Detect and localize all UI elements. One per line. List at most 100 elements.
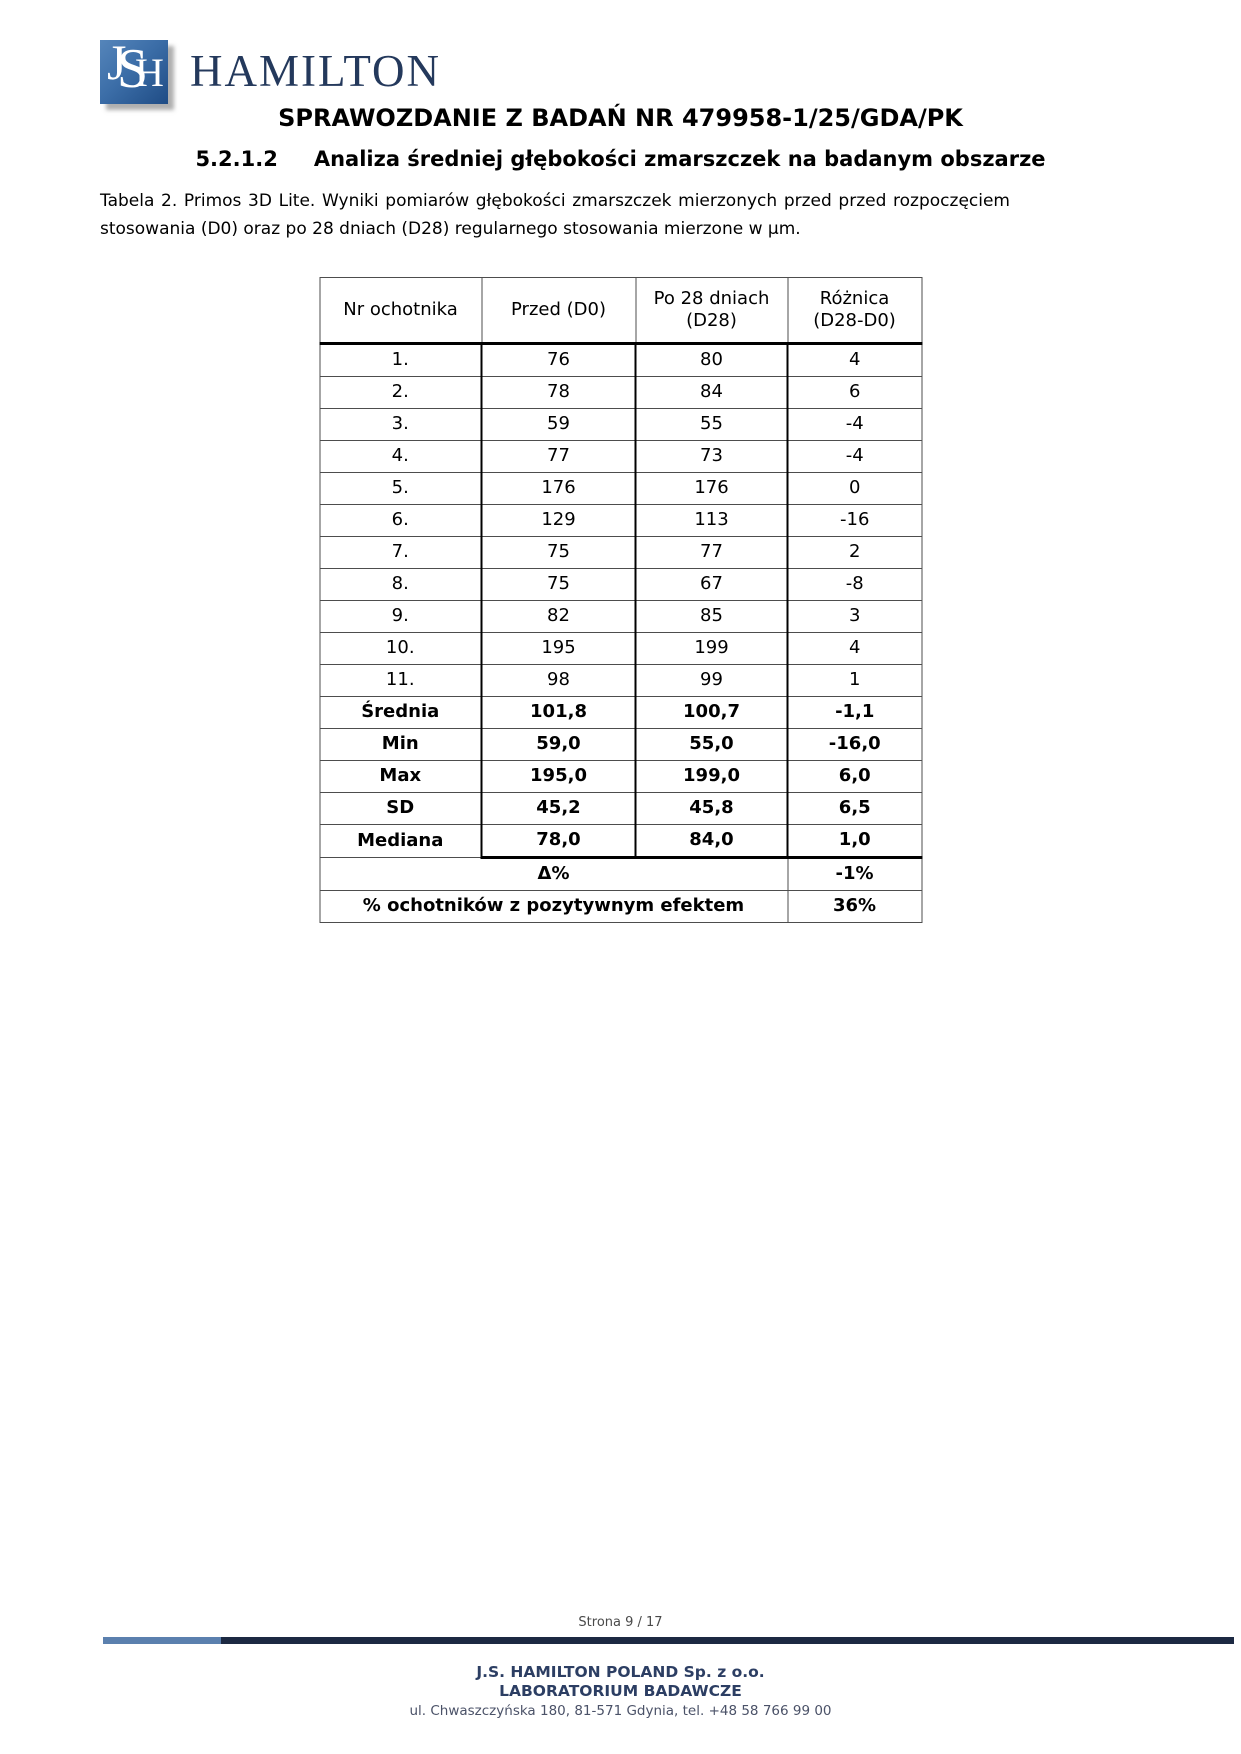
volunteer-number: 6.: [319, 504, 482, 537]
volunteer-number: 10.: [319, 632, 482, 665]
table-caption-line1: Tabela 2. Primos 3D Lite. Wyniki pomiaró…: [100, 191, 1010, 211]
results-table-header: Nr ochotnika Przed (D0) Po 28 dniach (D2…: [319, 277, 922, 345]
value-d0: 77: [480, 440, 636, 473]
value-d0: 82: [480, 600, 636, 633]
stat-d28: 55,0: [634, 728, 788, 761]
delta-label: Δ%: [319, 857, 788, 891]
value-d0: 129: [480, 504, 636, 537]
stat-diff: -1,1: [786, 696, 922, 729]
footer-company: J.S. HAMILTON POLAND Sp. z o.o.: [476, 1663, 765, 1681]
stat-d28: 199,0: [634, 760, 788, 793]
table-row: 7. 75 77 2: [319, 536, 922, 569]
section-title: Analiza średniej głębokości zmarszczek n…: [313, 147, 1046, 171]
brand-wordmark: HAMILTON: [190, 46, 442, 96]
value-d0: 75: [480, 568, 636, 601]
summary-rows: Średnia 101,8 100,7 -1,1 Min 59,0 55,0 -16,0 Max…: [319, 696, 922, 859]
stat-d0: 45,2: [480, 792, 636, 825]
col-header-d0: Przed (D0): [481, 277, 636, 345]
footer-department: LABORATORIUM BADAWCZE: [499, 1682, 742, 1700]
stat-diff: 6,5: [786, 792, 922, 825]
value-d28: 55: [634, 408, 788, 441]
stat-d28: 45,8: [634, 792, 788, 825]
volunteer-number: 9.: [319, 600, 482, 633]
stat-label: Średnia: [319, 696, 482, 729]
value-d0: 98: [480, 664, 636, 697]
stat-diff: -16,0: [786, 728, 922, 761]
volunteer-number: 4.: [319, 440, 482, 473]
page-indicator: Strona 9 / 17: [578, 1615, 663, 1630]
table-caption: Tabela 2. Primos 3D Lite. Wyniki pomiaró…: [100, 187, 1010, 243]
value-diff: -4: [786, 440, 922, 473]
jsh-logo-icon: J S H: [100, 40, 168, 104]
volunteer-number: 8.: [319, 568, 482, 601]
section-heading: 5.2.1.2 Analiza średniej głębokości zmar…: [0, 147, 1241, 171]
value-d0: 176: [480, 472, 636, 505]
logo-letter-s: S: [117, 40, 149, 100]
value-d28: 176: [634, 472, 788, 505]
value-d0: 76: [480, 343, 636, 377]
value-diff: -16: [786, 504, 922, 537]
value-diff: 6: [786, 376, 922, 409]
value-d28: 199: [634, 632, 788, 665]
col-header-d28: Po 28 dniach (D28): [635, 277, 788, 345]
table-row: 1. 76 80 4: [319, 343, 922, 377]
stat-d28: 84,0: [634, 824, 788, 859]
table-row: 6. 129 113 -16: [319, 504, 922, 537]
stat-label: Mediana: [319, 824, 482, 858]
table-row: 4. 77 73 -4: [319, 440, 922, 473]
stat-diff: 6,0: [786, 760, 922, 793]
volunteer-number: 11.: [319, 664, 482, 697]
volunteer-number: 1.: [319, 343, 482, 377]
table-row: 9. 82 85 3: [319, 600, 922, 633]
value-d28: 80: [634, 343, 788, 377]
value-d0: 195: [480, 632, 636, 665]
summary-row: Max 195,0 199,0 6,0: [319, 760, 922, 793]
value-diff: 0: [786, 472, 922, 505]
stat-d0: 101,8: [480, 696, 636, 729]
stat-d0: 78,0: [480, 824, 636, 859]
value-d28: 99: [634, 664, 788, 697]
value-diff: 4: [786, 343, 922, 377]
volunteer-number: 3.: [319, 408, 482, 441]
stat-label: Min: [319, 728, 482, 761]
value-d0: 75: [480, 536, 636, 569]
delta-row: Δ% -1%: [319, 857, 922, 891]
table-row: 8. 75 67 -8: [319, 568, 922, 601]
table-row: 3. 59 55 -4: [319, 408, 922, 441]
col-header-diff: Różnica (D28-D0): [787, 277, 922, 345]
table-row: 10. 195 199 4: [319, 632, 922, 665]
value-diff: 4: [786, 632, 922, 665]
bottom-rows: Δ% -1% % ochotników z pozytywnym efektem…: [319, 857, 922, 923]
stat-label: SD: [319, 792, 482, 825]
value-d28: 73: [634, 440, 788, 473]
footer: J.S. HAMILTON POLAND Sp. z o.o. LABORATO…: [0, 1663, 1241, 1720]
report-title: SPRAWOZDANIE Z BADAŃ NR 479958-1/25/GDA/…: [278, 104, 963, 132]
table-caption-line2: stosowania (D0) oraz po 28 dniach (D28) …: [100, 219, 801, 239]
value-diff: -4: [786, 408, 922, 441]
value-d0: 59: [480, 408, 636, 441]
percent-row: % ochotników z pozytywnym efektem 36%: [319, 890, 922, 923]
volunteer-number: 5.: [319, 472, 482, 505]
value-diff: 2: [786, 536, 922, 569]
value-d28: 77: [634, 536, 788, 569]
value-diff: 1: [786, 664, 922, 697]
stat-label: Max: [319, 760, 482, 793]
value-diff: -8: [786, 568, 922, 601]
value-d28: 85: [634, 600, 788, 633]
percent-value: 36%: [787, 890, 922, 923]
value-d0: 78: [480, 376, 636, 409]
table-row: 5. 176 176 0: [319, 472, 922, 505]
footer-address: ul. Chwaszczyńska 180, 81-571 Gdynia, te…: [409, 1703, 832, 1719]
delta-value: -1%: [787, 857, 922, 891]
stat-d28: 100,7: [634, 696, 788, 729]
volunteer-rows: 1. 76 80 4 2. 78 84 6 3. 59 55 -4 4. 77 73 -4 5. 176 176 0 6…: [319, 343, 922, 697]
summary-row: SD 45,2 45,8 6,5: [319, 792, 922, 825]
value-d28: 84: [634, 376, 788, 409]
value-diff: 3: [786, 600, 922, 633]
stat-d0: 195,0: [480, 760, 636, 793]
results-table-wrap: Nr ochotnika Przed (D0) Po 28 dniach (D2…: [319, 277, 922, 923]
logo-letter-h: H: [135, 50, 164, 95]
table-row: 11. 98 99 1: [319, 664, 922, 697]
section-number: 5.2.1.2: [195, 147, 278, 171]
